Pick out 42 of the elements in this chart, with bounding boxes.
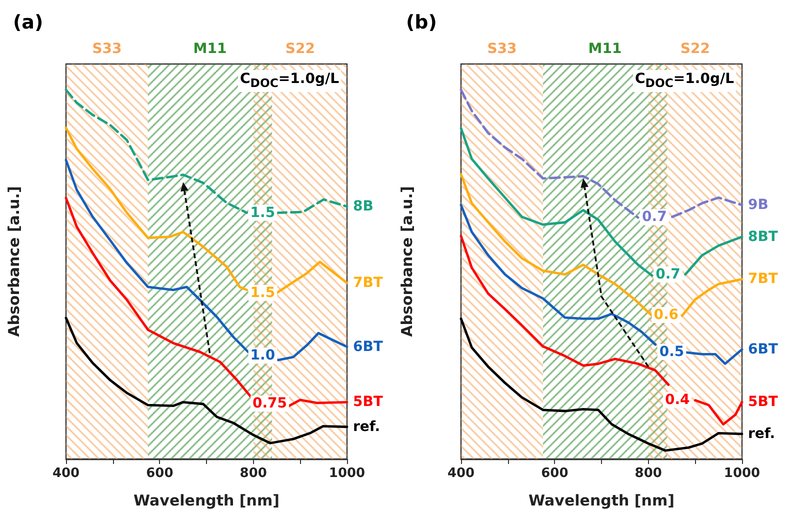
- x-tick-label: 1000: [724, 466, 760, 481]
- x-tick-label: 600: [146, 466, 174, 481]
- series-label: 6BT: [748, 341, 778, 358]
- band-label: S33: [487, 41, 517, 57]
- series-label: ref.: [748, 426, 776, 442]
- series-label: 7BT: [748, 271, 778, 288]
- y-axis-title: Absorbance [a.u.]: [398, 186, 416, 337]
- series-label: 8BT: [748, 228, 778, 245]
- annotation: 1.5: [250, 284, 276, 301]
- x-axis-title: Wavelength [nm]: [528, 492, 674, 510]
- x-tick-label: 800: [634, 466, 662, 481]
- annotation: 0.75: [252, 396, 287, 412]
- x-tick-label: 400: [52, 466, 80, 481]
- x-tick-label: 800: [240, 466, 267, 481]
- series-label: 8B: [353, 198, 374, 214]
- band-label: S33: [92, 41, 122, 57]
- annotation: 0.6: [654, 307, 679, 324]
- annotation: 0.4: [664, 392, 690, 408]
- text: C$_{DOC}$=1.0g/L: [632, 70, 736, 92]
- annotation: 1.5: [250, 204, 276, 221]
- series-label: 5BT: [353, 394, 384, 410]
- annotation: 0.7: [656, 266, 680, 282]
- annotation: 0.7: [642, 209, 667, 226]
- band-label: S22: [680, 41, 710, 57]
- x-tick-label: 600: [541, 466, 568, 481]
- series-label: 7BT: [353, 274, 384, 291]
- text: C$_{DOC}$=1.0g/L: [238, 70, 341, 92]
- series-label: 6BT: [353, 338, 384, 355]
- series-label: 9B: [748, 197, 768, 214]
- x-tick-label: 1000: [328, 466, 366, 481]
- x-axis-title: Wavelength [nm]: [134, 492, 280, 510]
- band-label: S22: [285, 41, 315, 57]
- band-label: M11: [193, 41, 227, 57]
- annotation: 1.0: [250, 348, 276, 364]
- chart-title: (a): [13, 12, 44, 34]
- x-tick-label: 400: [447, 466, 475, 481]
- series-label: 5BT: [748, 394, 778, 410]
- series-label: ref.: [353, 418, 380, 435]
- annotation: 0.5: [659, 344, 684, 360]
- band-label: M11: [588, 41, 622, 57]
- chart-title: (b): [406, 12, 437, 34]
- y-axis-title: Absorbance [a.u.]: [5, 186, 23, 337]
